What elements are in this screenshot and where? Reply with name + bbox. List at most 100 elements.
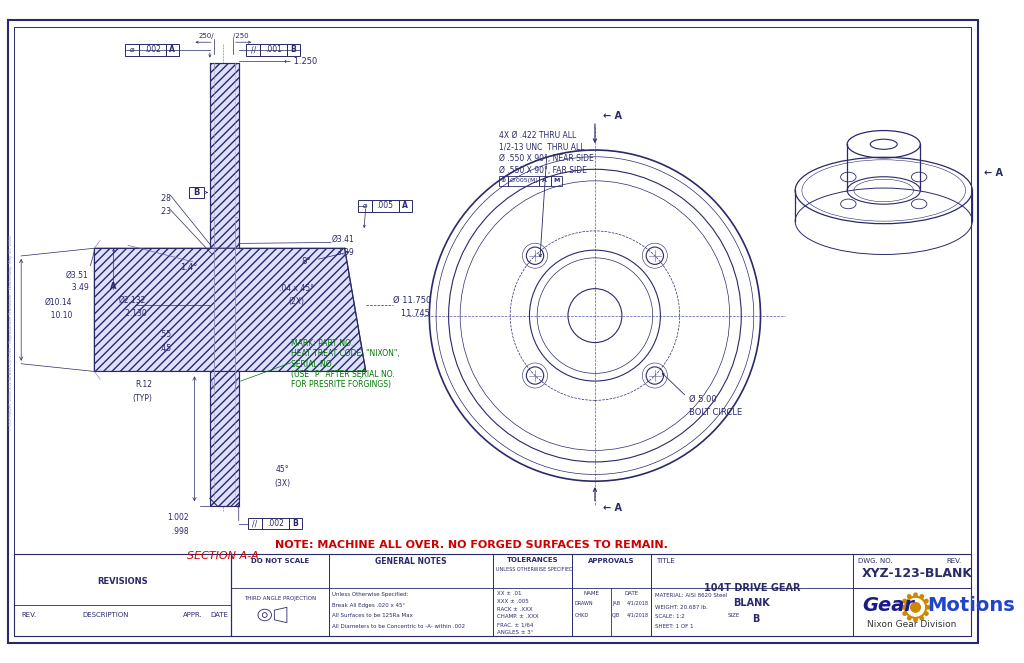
- Text: NOTE: MACHINE ALL OVER. NO FORGED SURFACES TO REMAIN.: NOTE: MACHINE ALL OVER. NO FORGED SURFAC…: [275, 540, 668, 550]
- Text: Ø.005(M): Ø.005(M): [509, 178, 538, 184]
- Text: XXX ± .005: XXX ± .005: [497, 599, 528, 604]
- Text: Break All Edges .020 x 45°: Break All Edges .020 x 45°: [332, 603, 406, 608]
- Text: /250: /250: [232, 33, 249, 39]
- Text: FRAC. ± 1/64: FRAC. ± 1/64: [497, 622, 534, 627]
- Text: 1.002: 1.002: [167, 513, 188, 522]
- Text: Ø .550 X 90°, FAR SIDE: Ø .550 X 90°, FAR SIDE: [499, 166, 587, 175]
- Text: 3.49: 3.49: [67, 283, 88, 292]
- Text: Ø3.41: Ø3.41: [332, 235, 355, 244]
- Polygon shape: [210, 371, 239, 507]
- Bar: [853, 588, 972, 636]
- Text: ← A: ← A: [603, 503, 622, 513]
- Text: (TYP): (TYP): [132, 394, 153, 403]
- Text: ← 1.250: ← 1.250: [284, 57, 317, 66]
- Text: Ø3.51: Ø3.51: [66, 271, 88, 280]
- Text: CJB: CJB: [612, 613, 621, 617]
- Text: GENERAL NOTES: GENERAL NOTES: [376, 557, 446, 566]
- Text: .005: .005: [377, 202, 393, 210]
- Text: .001: .001: [265, 46, 282, 54]
- Circle shape: [907, 594, 911, 599]
- Circle shape: [902, 611, 907, 616]
- Text: .002: .002: [267, 519, 284, 528]
- Text: 104T DRIVE GEAR: 104T DRIVE GEAR: [703, 583, 800, 593]
- Text: B: B: [291, 46, 297, 54]
- Text: B: B: [293, 519, 298, 528]
- Text: DWG. NO.: DWG. NO.: [858, 558, 892, 564]
- Text: REV.: REV.: [946, 558, 962, 564]
- Text: 2.130: 2.130: [118, 309, 146, 318]
- Text: TITLE: TITLE: [655, 558, 675, 564]
- Text: DRAWN: DRAWN: [574, 601, 593, 606]
- Text: .28: .28: [160, 194, 171, 203]
- Text: DESCRIPTION: DESCRIPTION: [83, 612, 129, 618]
- Circle shape: [920, 616, 925, 621]
- Text: MARK: PART NO.,
HEAT TREAT CODE, "NIXON",
SERIAL NO.
(USE "P" AFTER SERIAL NO.
F: MARK: PART NO., HEAT TREAT CODE, "NIXON"…: [291, 339, 399, 389]
- Text: THIRD ANGLE PROJECTION: THIRD ANGLE PROJECTION: [244, 596, 316, 601]
- Circle shape: [926, 605, 931, 610]
- Bar: [231, 554, 330, 636]
- Text: RACK ± .XXX: RACK ± .XXX: [497, 607, 532, 612]
- Text: 10.10: 10.10: [46, 311, 73, 320]
- Circle shape: [924, 611, 929, 616]
- Text: SIZE: SIZE: [728, 613, 740, 617]
- Text: //: //: [253, 519, 258, 528]
- Text: (3X): (3X): [274, 479, 290, 487]
- Circle shape: [907, 616, 911, 621]
- Text: Motions: Motions: [927, 596, 1015, 615]
- Circle shape: [913, 617, 918, 623]
- Text: SHEET: 1 OF 1: SHEET: 1 OF 1: [654, 624, 693, 629]
- Text: R.12: R.12: [135, 381, 153, 389]
- Bar: [330, 554, 493, 636]
- Text: 1.4°: 1.4°: [180, 263, 198, 272]
- Text: A: A: [111, 282, 117, 291]
- Text: ⌀: ⌀: [130, 46, 134, 54]
- Text: Gear: Gear: [862, 596, 914, 615]
- Text: M: M: [553, 178, 559, 184]
- Text: 4X Ø .422 THRU ALL: 4X Ø .422 THRU ALL: [499, 131, 575, 140]
- Text: Ø 5.00: Ø 5.00: [688, 395, 716, 404]
- Circle shape: [902, 599, 907, 603]
- Bar: [651, 554, 853, 636]
- Text: .002: .002: [143, 46, 161, 54]
- Text: MATERIAL: AISI 8620 Steel: MATERIAL: AISI 8620 Steel: [654, 593, 727, 598]
- Text: APPROVALS: APPROVALS: [588, 558, 635, 564]
- Text: 8°: 8°: [301, 257, 311, 267]
- Text: (2X): (2X): [289, 296, 304, 306]
- Text: B: B: [752, 614, 759, 624]
- Text: TOLERANCES: TOLERANCES: [507, 557, 558, 563]
- Polygon shape: [94, 248, 366, 371]
- Text: BLANK: BLANK: [733, 598, 770, 608]
- Text: A: A: [402, 202, 409, 210]
- Text: //: //: [251, 46, 256, 54]
- Text: DATE: DATE: [211, 612, 228, 618]
- Text: Ø 11.750: Ø 11.750: [393, 296, 431, 305]
- Text: XYZ-123-BLANK: XYZ-123-BLANK: [861, 567, 973, 580]
- Text: CHAMP. ± .XXX: CHAMP. ± .XXX: [497, 615, 539, 619]
- Circle shape: [910, 603, 921, 612]
- Text: .04 x 45°: .04 x 45°: [279, 284, 314, 293]
- Text: 3.39: 3.39: [332, 247, 354, 257]
- Text: XX ± .01: XX ± .01: [497, 591, 521, 596]
- Text: CHKD: CHKD: [574, 613, 589, 617]
- Text: DATE: DATE: [625, 591, 639, 596]
- Bar: [231, 554, 972, 636]
- Text: ⌀: ⌀: [362, 202, 368, 210]
- Text: Ø10.14: Ø10.14: [45, 298, 73, 307]
- Text: UNLESS OTHERWISE SPECIFIED: UNLESS OTHERWISE SPECIFIED: [496, 568, 572, 572]
- Text: .45: .45: [159, 344, 171, 353]
- Text: NAME: NAME: [583, 591, 599, 596]
- Text: A: A: [169, 46, 175, 54]
- Polygon shape: [210, 64, 239, 248]
- Text: All Surfaces to be 125Ra Max: All Surfaces to be 125Ra Max: [332, 613, 413, 619]
- Text: .23: .23: [160, 207, 171, 216]
- Text: REV.: REV.: [22, 612, 37, 618]
- Text: Unless Otherwise Specified:: Unless Otherwise Specified:: [332, 592, 409, 597]
- Text: APPR.: APPR.: [182, 612, 203, 618]
- Text: B: B: [194, 188, 200, 197]
- Text: REVISIONS: REVISIONS: [97, 577, 148, 586]
- Bar: [571, 554, 651, 636]
- Text: SECTION A-A: SECTION A-A: [187, 552, 259, 562]
- Text: A: A: [543, 178, 547, 184]
- Text: ← A: ← A: [603, 111, 622, 121]
- Text: ⊕: ⊕: [501, 178, 506, 184]
